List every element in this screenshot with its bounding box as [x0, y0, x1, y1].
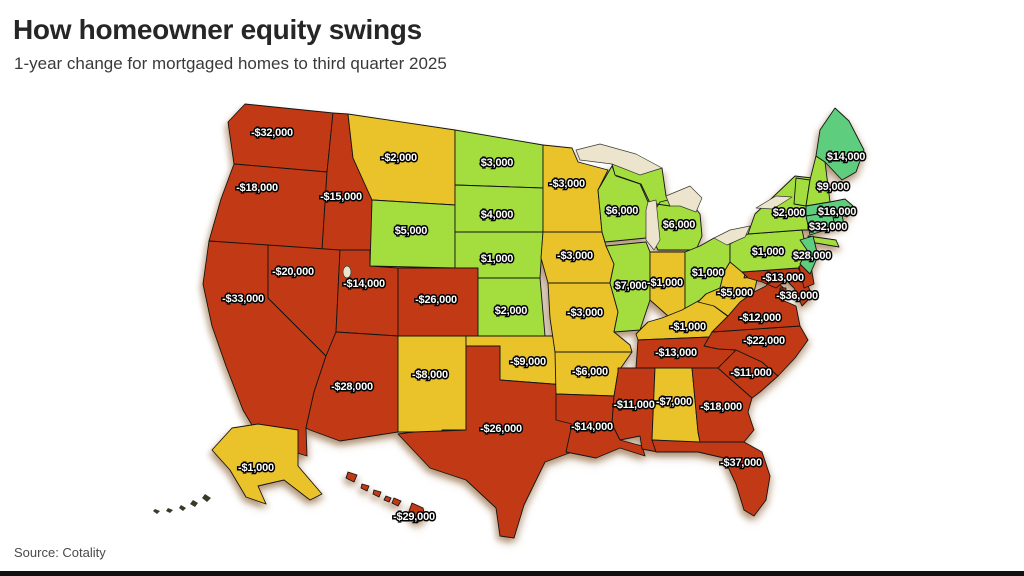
state-AK: [211, 423, 323, 505]
value-label-ME: $14,000: [827, 151, 865, 163]
lake-shape: [713, 225, 751, 246]
lake-shape: [645, 199, 661, 251]
value-label-OH: $1,000: [692, 267, 725, 279]
value-label-KS: $2,000: [495, 305, 528, 317]
value-label-NM: -$8,000: [412, 369, 448, 381]
value-label-UT: -$14,000: [343, 278, 385, 290]
value-label-MO: -$3,000: [567, 307, 603, 319]
lake-shape: [575, 143, 663, 176]
value-label-MN: -$3,000: [549, 178, 585, 190]
value-label-AZ: -$28,000: [331, 381, 373, 393]
value-label-PA: $1,000: [752, 246, 785, 258]
value-label-CA: -$33,000: [222, 293, 264, 305]
value-label-NY: $2,000: [773, 207, 806, 219]
value-label-MI: $6,000: [663, 219, 696, 231]
value-label-OK: -$9,000: [510, 356, 546, 368]
value-label-LA: -$14,000: [571, 421, 613, 433]
bottom-divider-bar: [0, 571, 1024, 576]
value-label-NV: -$20,000: [272, 266, 314, 278]
lake-shape: [755, 195, 793, 210]
value-label-IN: -$1,000: [647, 277, 683, 289]
value-label-HI: -$29,000: [393, 511, 435, 523]
state-HI: [345, 471, 426, 524]
value-label-MT: -$2,000: [381, 152, 417, 164]
value-label-KY: -$1,000: [670, 321, 706, 333]
value-label-GA: -$18,000: [700, 401, 742, 413]
value-label-NJ: $28,000: [793, 250, 831, 262]
state-IL: [605, 241, 651, 333]
value-label-WA: -$32,000: [251, 127, 293, 139]
state-NH: [805, 155, 831, 207]
page-title: How homeowner equity swings: [13, 14, 422, 45]
value-label-MS: -$11,000: [613, 399, 654, 411]
state-value-labels-layer: -$32,000 -$18,000 -$33,000 -$15,000 -$20,000…: [221, 126, 867, 525]
value-label-WV: -$5,000: [717, 287, 753, 299]
state-NJ: [799, 235, 819, 275]
great-salt-lake: [342, 265, 352, 279]
value-label-VA: -$12,000: [739, 312, 781, 324]
value-label-MA: $16,000: [818, 206, 856, 218]
aleutian-islands: [153, 494, 211, 514]
value-label-AR: -$6,000: [572, 366, 608, 378]
value-label-CT: $32,000: [809, 221, 847, 233]
source-credit: Source: Cotality: [14, 545, 106, 560]
state-OR: [208, 163, 328, 251]
state-TX: [397, 345, 573, 539]
value-label-SD: $4,000: [481, 209, 514, 221]
value-label-NC: -$22,000: [743, 335, 785, 347]
state-FL: [651, 439, 771, 517]
value-label-AK: -$1,000: [238, 462, 274, 474]
state-NM: [397, 335, 467, 439]
value-label-FL: -$37,000: [720, 457, 762, 469]
page-subtitle: 1-year change for mortgaged homes to thi…: [14, 54, 447, 73]
value-label-IL: $7,000: [615, 280, 648, 292]
value-label-SC: -$11,000: [730, 367, 771, 379]
value-label-WY: $5,000: [395, 225, 428, 237]
value-label-OR: -$18,000: [236, 182, 278, 194]
value-label-MD: -$13,000: [762, 272, 804, 284]
value-label-AL: -$7,000: [656, 396, 692, 408]
value-label-ND: $3,000: [481, 157, 514, 169]
lake-shape: [665, 185, 703, 213]
value-label-CO: -$26,000: [415, 294, 457, 306]
value-label-ID: -$15,000: [320, 191, 362, 203]
great-lakes-layer: [153, 143, 793, 514]
state-ME: [815, 107, 865, 181]
value-label-NH: $9,000: [817, 181, 850, 193]
value-label-DC: -$36,000: [776, 290, 818, 302]
state-DC: [779, 287, 787, 295]
value-label-NE: $1,000: [481, 253, 514, 265]
state-CT: [805, 211, 836, 236]
value-label-TN: -$13,000: [655, 347, 697, 359]
state-shapes-layer: [202, 103, 865, 539]
value-label-TX: -$26,000: [480, 423, 522, 435]
value-label-WI: $6,000: [606, 205, 639, 217]
value-label-IA: -$3,000: [557, 250, 593, 262]
